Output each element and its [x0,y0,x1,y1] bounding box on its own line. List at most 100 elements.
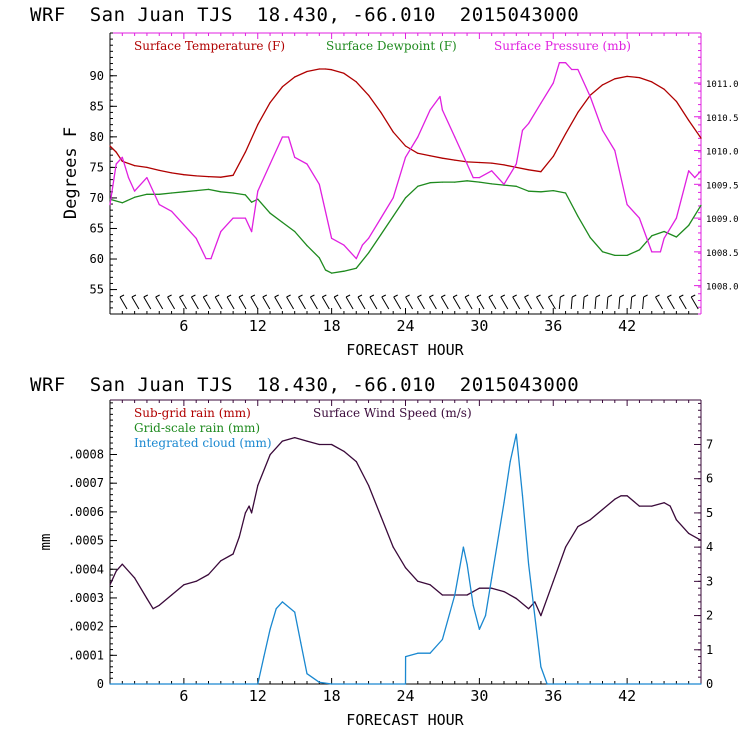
wind-barb-flag [369,294,375,298]
bottom-y-tick-label: .0008 [68,448,104,462]
data-point-surface-pressure [281,136,283,138]
wind-barb-flag [333,294,339,298]
bottom-x-tick-label: 18 [323,687,341,705]
data-point-surface-pressure [294,156,296,158]
bottom-chart-title: WRF San Juan TJS 18.430, -66.010 2015043… [30,374,580,396]
data-point-surface-wind-speed [115,570,117,572]
wind-barb-flag [512,294,517,298]
wind-barb [440,296,449,310]
wind-barb-flag [286,294,291,298]
data-point-surface-wind-speed [134,577,136,579]
data-point-integrated-cloud [540,666,542,668]
data-point-integrated-cloud [521,495,524,497]
data-point-surface-dewpoint [478,181,480,183]
data-point-surface-pressure [441,109,443,111]
wind-barb-flag [262,294,268,298]
data-point-surface-pressure [404,156,407,158]
wind-barb [547,296,556,310]
data-point-surface-wind-speed [589,519,591,521]
data-point-surface-wind-speed [404,567,407,569]
data-point-surface-dewpoint [257,198,259,200]
data-point-surface-temperature [183,174,185,176]
data-point-surface-dewpoint [614,254,616,256]
legend-integrated-cloud: Integrated cloud (mm) [134,436,272,450]
data-point-integrated-cloud [109,683,111,685]
wind-barb-flag [179,294,184,298]
top-x-tick-label: 24 [396,317,414,335]
data-point-surface-dewpoint [565,192,567,194]
data-point-surface-pressure [205,258,207,260]
data-point-surface-pressure [454,136,456,138]
wind-barb-flag [310,294,315,298]
data-point-surface-dewpoint [491,183,493,185]
data-point-surface-wind-speed [466,594,468,596]
data-point-integrated-cloud [509,461,511,463]
data-point-integrated-cloud [269,628,271,630]
data-point-surface-temperature [577,111,579,113]
data-point-surface-temperature [478,161,480,164]
data-point-surface-wind-speed [152,608,154,610]
data-point-integrated-cloud [417,652,419,654]
data-point-surface-dewpoint [552,190,554,192]
data-point-surface-pressure [355,258,357,260]
data-point-integrated-cloud [404,683,407,685]
data-point-surface-temperature [324,68,327,70]
series-line-integrated-cloud [110,433,701,685]
data-point-surface-wind-speed [331,443,333,446]
data-point-integrated-cloud [405,656,407,658]
data-point-surface-dewpoint [195,190,197,192]
data-point-surface-pressure [675,217,678,219]
wind-barb-flag [643,294,648,298]
wind-barb-flag [548,294,553,298]
data-point-surface-pressure [368,237,370,239]
bottom-y2-tick-label: 4 [706,540,713,554]
data-point-surface-dewpoint [220,191,222,193]
bottom-y2-tick-label: 7 [706,437,713,451]
data-point-surface-wind-speed [244,512,246,514]
data-point-surface-pressure [552,82,554,84]
wind-barb [298,296,306,310]
data-point-surface-temperature [491,162,493,164]
top-y2-tick-label: 1009.0 [706,215,739,225]
data-point-surface-temperature [269,102,271,104]
data-point-surface-temperature [121,160,123,162]
data-point-surface-dewpoint [540,191,542,193]
data-point-integrated-cloud [263,656,265,658]
series-line-surface-dewpoint [109,180,702,274]
data-point-surface-dewpoint [294,230,296,233]
data-point-surface-dewpoint [232,192,234,194]
data-point-surface-dewpoint [146,193,148,195]
data-point-surface-temperature [232,174,234,176]
data-point-surface-dewpoint [207,188,210,190]
top-y2-tick-label: 1008.5 [706,249,739,259]
wind-barb [250,296,259,310]
top-y-axis-label: Degrees F [61,127,81,219]
top-x-axis-label: FORECAST HOUR [346,341,464,359]
data-point-integrated-cloud [454,594,456,596]
wind-barb-flag [476,294,482,298]
data-point-surface-pressure [694,177,696,179]
data-point-surface-wind-speed [577,526,579,528]
data-point-surface-pressure [171,210,173,212]
top-y-tick-label: 75 [90,160,104,174]
wind-barb [405,296,414,310]
wind-barb [202,296,211,310]
data-point-surface-temperature [614,78,616,80]
data-point-integrated-cloud [466,563,468,565]
data-point-surface-pressure [251,231,253,233]
data-point-surface-temperature [515,166,517,168]
data-point-surface-wind-speed [232,553,234,555]
wind-barb [262,296,271,310]
top-y2-tick-label: 1010.5 [706,114,739,124]
data-point-surface-pressure [287,136,290,138]
data-point-surface-pressure [417,136,419,138]
wind-barb [488,296,497,310]
data-point-surface-wind-speed [355,461,357,463]
wind-barb [286,296,295,310]
bottom-y-tick-label: .0006 [68,505,104,519]
data-point-integrated-cloud [281,601,283,603]
wind-barb [582,296,585,310]
data-point-integrated-cloud [275,608,277,610]
wind-barb [167,296,176,310]
data-point-surface-dewpoint [324,269,327,271]
